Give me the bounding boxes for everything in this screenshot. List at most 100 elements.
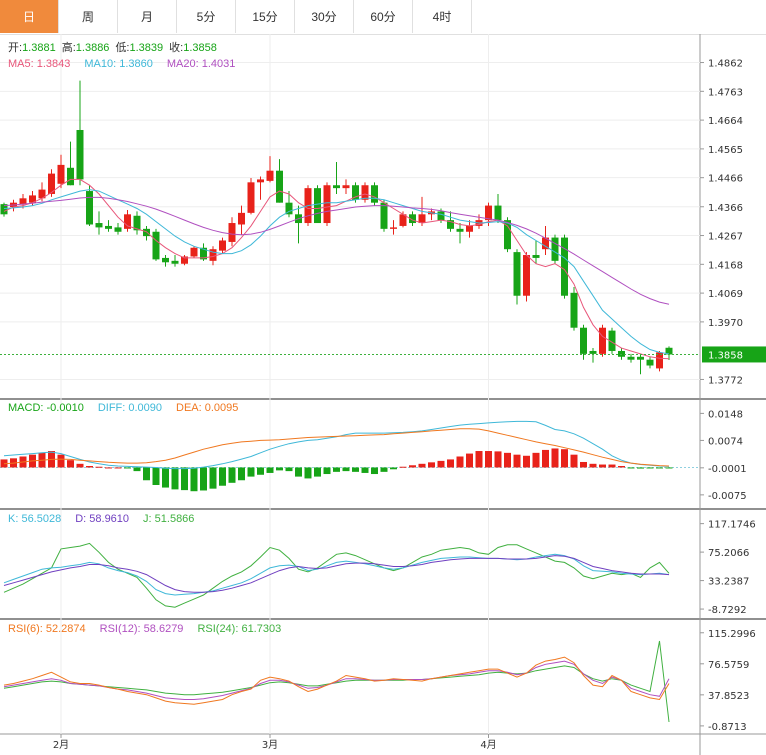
macd-bar [494, 451, 502, 468]
price-axis-label: 1.3772 [708, 375, 743, 386]
ohlc-label: 收: [169, 40, 183, 54]
tab-0[interactable]: 日 [0, 0, 59, 33]
macd-bar [551, 448, 559, 468]
macd-legend: MACD: -0.0010 DIFF: 0.0090 DEA: 0.0095 [8, 402, 238, 414]
candle-body [608, 330, 616, 351]
rsi-axis-label: 37.8523 [708, 691, 749, 702]
macd-bar [209, 467, 217, 489]
macd-bar [86, 466, 93, 468]
candle-body [485, 205, 492, 221]
axis-labels: 2月 3月 4月 1.4862 1.4763 1.4664 1.4565 1.4466 1.43… [53, 59, 766, 751]
last-price-marker [702, 346, 766, 363]
rsi24-line [3, 640, 670, 723]
tab-5[interactable]: 30分 [295, 0, 354, 33]
macd-bar [304, 467, 312, 479]
rsi-axis-label: 76.5759 [708, 660, 749, 671]
rsi-item: RSI(12): 58.6279 [100, 623, 184, 635]
macd-bar [447, 459, 454, 468]
macd-bar [57, 454, 65, 468]
candle-body [209, 249, 217, 261]
ohlc-label: 高: [62, 40, 76, 54]
ma-item: MA5: 1.3843 [8, 58, 70, 70]
candle-body [190, 247, 198, 257]
kdj-axis-label: -8.7292 [708, 605, 747, 616]
candle-body [162, 257, 169, 263]
candlestick-panel [0, 80, 700, 375]
macd-bar [485, 451, 492, 468]
rsi-item: RSI(6): 52.2874 [8, 623, 86, 635]
candle-body [551, 237, 559, 261]
macd-bar [561, 449, 568, 468]
tab-4[interactable]: 15分 [236, 0, 295, 33]
grid-lines [0, 34, 766, 755]
macd-bar [589, 463, 597, 468]
candle-body [570, 292, 578, 328]
candle-body [257, 179, 264, 183]
candle-body [532, 255, 540, 258]
macd-bar [513, 454, 521, 468]
candle-body [599, 327, 606, 354]
indicator-legends: 开:1.3881 高:1.3886 低:1.3839 收:1.3858 MA5: 1.3… [8, 40, 281, 635]
candle-body [342, 185, 350, 189]
candle-body [437, 211, 445, 221]
macd-bar [181, 467, 188, 491]
price-axis-label: 1.4168 [708, 260, 743, 271]
candle-body [580, 327, 587, 354]
candle-body [0, 204, 8, 215]
x-tick-label: 2月 [53, 739, 69, 751]
candle-body [589, 350, 597, 354]
macd-bar [247, 467, 255, 477]
macd-bar [399, 466, 407, 468]
macd-bar [352, 467, 359, 472]
macd-axis-label: 0.0148 [708, 409, 743, 420]
rsi6-line [3, 656, 670, 705]
tab-3[interactable]: 5分 [177, 0, 236, 33]
candle-body [399, 214, 407, 226]
macd-bar [171, 467, 179, 490]
candle-body [266, 170, 274, 181]
macd-bar [532, 452, 540, 468]
candle-body [466, 225, 473, 232]
rsi-legend: RSI(6): 52.2874 RSI(12): 58.6279 RSI(24): … [8, 623, 281, 635]
macd-bar [380, 467, 388, 472]
macd-bar [599, 464, 606, 468]
candle-body [494, 205, 502, 221]
d-line [3, 555, 670, 593]
ma-item: MA20: 1.4031 [167, 58, 236, 70]
macd-bar [219, 467, 226, 486]
candle-body [247, 182, 255, 213]
macd-bar [618, 466, 625, 468]
macd-bar [95, 466, 103, 468]
rsi-item: RSI(24): 61.7303 [197, 623, 281, 635]
price-axis-label: 1.4366 [708, 203, 743, 214]
macd-bar [637, 467, 644, 469]
macd-item: MACD: -0.0010 [8, 402, 84, 414]
macd-bar [276, 467, 283, 471]
j-line [3, 542, 670, 608]
tab-1[interactable]: 周 [59, 0, 118, 33]
price-axis-label: 1.4664 [708, 116, 743, 127]
tab-6[interactable]: 60分 [354, 0, 413, 33]
ma20-line [3, 196, 670, 305]
macd-bar [371, 467, 378, 475]
tab-2[interactable]: 月 [118, 0, 177, 33]
rsi-axis-label: -0.8713 [708, 722, 747, 733]
macd-bar [361, 467, 369, 473]
macd-bar [523, 455, 530, 468]
candle-body [228, 223, 236, 242]
macd-bar [409, 465, 416, 468]
macd-bar [228, 467, 236, 483]
candle-body [133, 215, 141, 231]
ohlc-value: 1.3881 [22, 42, 56, 54]
candle-body [219, 240, 226, 251]
candle-body [171, 260, 179, 264]
dea-line [3, 428, 670, 467]
tab-7[interactable]: 4时 [413, 0, 472, 33]
candle-body [390, 227, 397, 229]
macd-bar [314, 467, 321, 477]
ma-legend: MA5: 1.3843 MA10: 1.3860 MA20: 1.4031 [8, 58, 235, 70]
candle-body [504, 220, 511, 250]
macd-bar [285, 467, 293, 472]
candle-body [523, 255, 530, 296]
candle-body [656, 352, 663, 369]
